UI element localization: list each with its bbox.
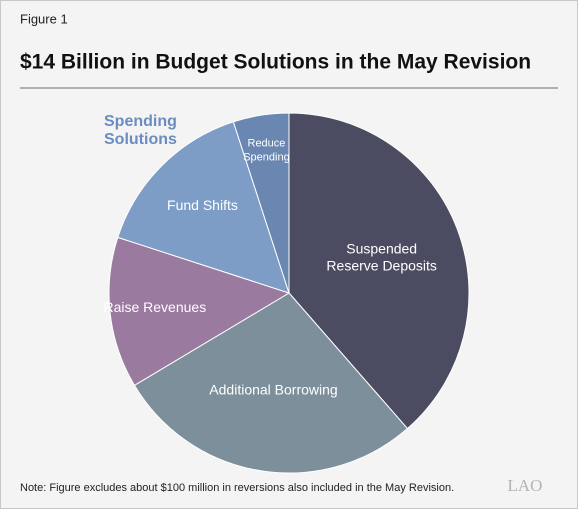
slice bbox=[232, 112, 290, 294]
slice-label: Reserve Deposits bbox=[326, 257, 437, 273]
annotation: Solutions bbox=[104, 131, 177, 148]
chart-title: $14 Billion in Budget Solutions in the M… bbox=[20, 51, 531, 74]
slice-label: Spending bbox=[243, 152, 290, 164]
slice-label: Suspended bbox=[346, 240, 417, 256]
slice bbox=[288, 112, 470, 430]
note: Note: Figure excludes about $100 million… bbox=[20, 482, 454, 494]
annotation: Spending bbox=[104, 113, 177, 130]
slice-label: Additional Borrowing bbox=[209, 381, 337, 397]
figure-label: Figure 1 bbox=[20, 11, 68, 26]
slice-label: Fund Shifts bbox=[167, 197, 238, 213]
slice bbox=[108, 236, 291, 387]
slice bbox=[133, 292, 409, 474]
slice-label: Reduce bbox=[248, 138, 286, 150]
slice bbox=[117, 121, 290, 294]
logo: LAO bbox=[508, 476, 543, 495]
slice-label: Raise Revenues bbox=[103, 299, 206, 315]
